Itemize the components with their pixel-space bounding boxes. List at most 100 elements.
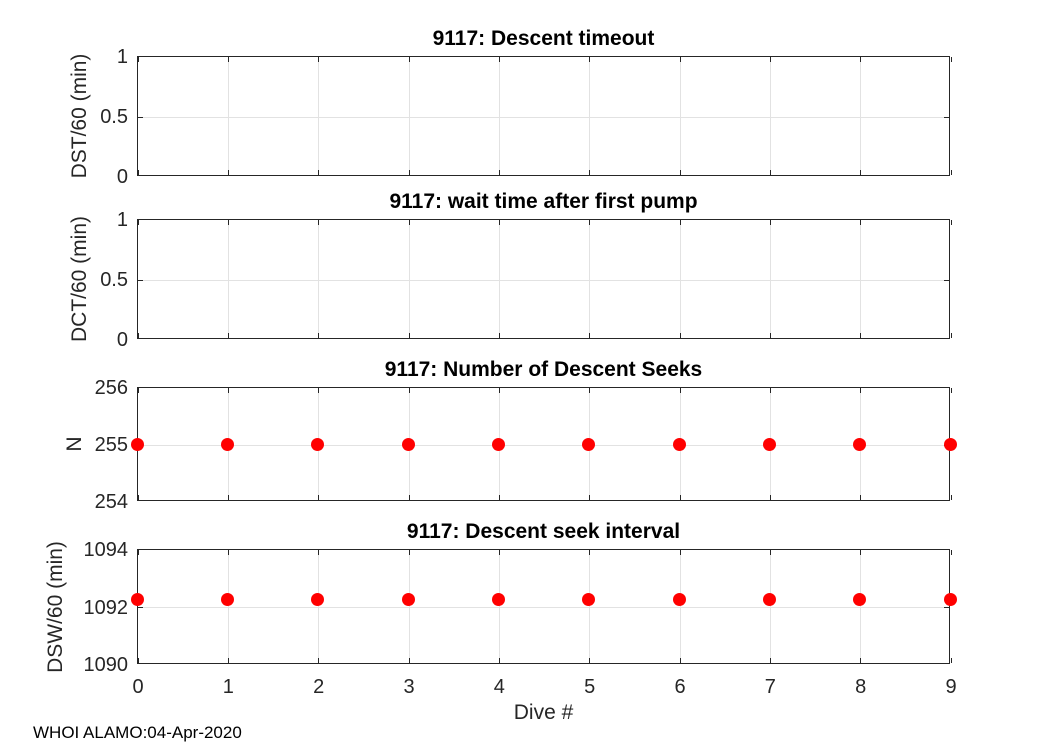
gridline (589, 220, 591, 338)
x-tick-mark-bottom (137, 170, 139, 175)
gridline (138, 279, 949, 281)
y-tick-label: 0.5 (100, 106, 128, 128)
x-tick-mark-bottom (227, 333, 229, 338)
data-point-marker (672, 437, 686, 451)
gridline (679, 57, 681, 175)
data-point-marker (401, 592, 415, 606)
plot-area-number-of-descent-seeks: 254 255 256 (95, 377, 957, 513)
data-point-marker (130, 592, 144, 606)
data-point-marker (853, 592, 867, 606)
x-tick-mark-top (227, 550, 229, 555)
x-tick-mark-bottom (950, 495, 952, 500)
x-tick-mark-bottom (679, 495, 681, 500)
x-tick-mark-bottom (137, 495, 139, 500)
gridline (138, 116, 949, 118)
x-tick-mark-bottom (318, 658, 320, 663)
x-tick-mark-bottom (227, 495, 229, 500)
x-tick-mark-top (860, 550, 862, 555)
data-point-marker (943, 592, 957, 606)
x-tick-mark-bottom (589, 333, 591, 338)
y-tick-label: 1092 (83, 596, 129, 619)
x-tick-mark-bottom (498, 170, 500, 175)
x-tick-mark-top (408, 57, 410, 62)
data-point-marker (130, 437, 144, 451)
x-tick-mark-bottom (498, 495, 500, 500)
x-tick-mark-top (860, 388, 862, 393)
gridline (408, 220, 410, 338)
y-tick-mark-right (944, 116, 949, 118)
x-tick-mark-top (318, 550, 320, 555)
gridline (679, 220, 681, 338)
subplot-title: 9117: Number of Descent Seeks (384, 358, 703, 381)
y-tick-label: 0.5 (100, 269, 128, 291)
y-tick-label: 0 (116, 166, 128, 188)
x-tick-mark-bottom (679, 333, 681, 338)
x-tick-mark-top (950, 57, 952, 62)
x-tick-mark-bottom (769, 333, 771, 338)
data-point-marker (672, 592, 686, 606)
x-tick-mark-top (318, 57, 320, 62)
data-point-marker (853, 437, 867, 451)
gridline (860, 220, 862, 338)
x-tick-mark-top (227, 220, 229, 225)
gridline (318, 550, 320, 663)
gridline (860, 57, 862, 175)
x-tick-mark-bottom (769, 495, 771, 500)
data-point-marker (220, 437, 234, 451)
gridline (498, 57, 500, 175)
data-point-marker (311, 592, 325, 606)
gridline (589, 550, 591, 663)
x-tick-mark-bottom (769, 170, 771, 175)
x-tick-mark-bottom (408, 495, 410, 500)
x-axis-label: Dive # (513, 701, 574, 724)
x-tick-mark-bottom (137, 333, 139, 338)
x-tick-mark-bottom (227, 658, 229, 663)
data-point-marker (582, 437, 596, 451)
gridline (318, 57, 320, 175)
x-tick-mark-top (498, 550, 500, 555)
data-point-marker (943, 437, 957, 451)
data-point-marker (220, 592, 234, 606)
gridline (498, 550, 500, 663)
gridline (769, 220, 771, 338)
x-tick-mark-top (769, 550, 771, 555)
x-tick-mark-top (679, 220, 681, 225)
subplot-title: 9117: Descent seek interval (406, 520, 681, 543)
x-tick-mark-bottom (589, 170, 591, 175)
data-point-marker (582, 592, 596, 606)
gridline (318, 220, 320, 338)
x-tick-mark-top (679, 57, 681, 62)
y-tick-label: 0 (116, 329, 128, 351)
x-tick-mark-bottom (679, 170, 681, 175)
x-tick-mark-top (318, 388, 320, 393)
subplot-title: 9117: wait time after first pump (389, 190, 698, 213)
x-tick-mark-top (589, 57, 591, 62)
x-tick-label: 6 (674, 676, 686, 698)
x-tick-mark-bottom (318, 170, 320, 175)
x-tick-label: 5 (584, 676, 596, 698)
gridline (679, 550, 681, 663)
x-tick-mark-top (408, 550, 410, 555)
x-tick-mark-bottom (227, 170, 229, 175)
y-tick-label: 1094 (83, 539, 129, 561)
x-tick-mark-top (227, 388, 229, 393)
x-tick-mark-top (589, 388, 591, 393)
x-tick-mark-bottom (318, 333, 320, 338)
x-tick-mark-bottom (589, 495, 591, 500)
x-tick-mark-top (769, 57, 771, 62)
gridline (860, 550, 862, 663)
x-tick-mark-top (860, 57, 862, 62)
gridline (408, 550, 410, 663)
x-tick-mark-top (498, 220, 500, 225)
x-tick-label: 7 (764, 676, 776, 698)
x-tick-mark-bottom (950, 333, 952, 338)
data-point-marker (401, 437, 415, 451)
x-tick-mark-bottom (950, 170, 952, 175)
x-tick-mark-top (408, 388, 410, 393)
x-tick-mark-top (679, 550, 681, 555)
x-tick-mark-top (137, 220, 139, 225)
gridline (227, 57, 229, 175)
x-tick-mark-top (498, 388, 500, 393)
plot-area-descent-seek-interval: 1090 1092 1094 0 1 2 3 4 5 6 7 8 9 (84, 539, 957, 698)
